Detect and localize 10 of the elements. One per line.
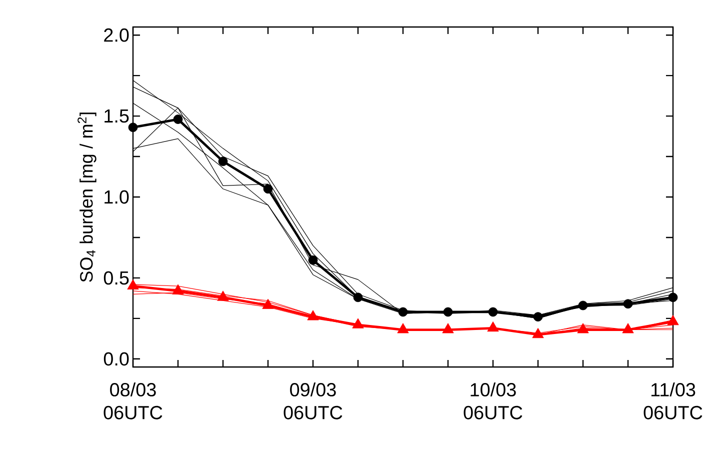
y-tick-label: 0.0 — [104, 352, 129, 366]
y-tick-label: 1.0 — [104, 190, 129, 204]
y-axis-title: SO$_{4}$ burden [mg / m$^{2}$] — [78, 112, 96, 282]
x-tick-label: 10/03 06UTC — [464, 382, 522, 420]
y-tick-label: 1.5 — [104, 109, 129, 123]
x-tick-label: 11/03 06UTC — [644, 382, 702, 420]
x-tick-label: 09/03 06UTC — [284, 382, 342, 420]
y-tick-label: 0.5 — [104, 271, 129, 285]
x-tick-label: 08/03 06UTC — [104, 382, 162, 420]
y-tick-label: 2.0 — [104, 28, 129, 42]
